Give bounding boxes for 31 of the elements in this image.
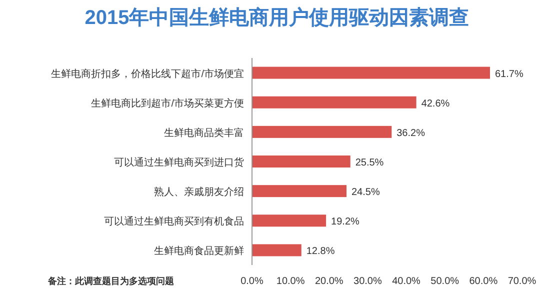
y-tick-label: 生鲜电商比到超市/市场买菜更方便 — [91, 97, 244, 110]
text: 备注：此调查题目为多选项问题 — [47, 276, 174, 286]
y-tick-label: 可以通过生鲜电商买到有机食品 — [104, 216, 244, 228]
bar — [252, 126, 392, 138]
x-tick-label: 20.0% — [314, 276, 344, 287]
data-label: 36.2% — [396, 128, 426, 139]
y-tick-label: 生鲜电商食品更新鲜 — [154, 245, 244, 258]
bar — [252, 244, 302, 256]
bar — [252, 66, 490, 79]
chart-title: 2015年中国生鲜电商用户使用驱动因素调查 — [84, 6, 470, 29]
bar — [252, 185, 346, 198]
data-label: 19.2% — [331, 216, 360, 228]
y-tick-label: 可以通过生鲜电商买到进口货 — [114, 156, 244, 168]
bar — [252, 156, 350, 168]
bar — [252, 214, 326, 227]
data-label: 24.5% — [352, 187, 380, 198]
x-tick-label: 30.0% — [354, 276, 382, 287]
x-tick-label: 40.0% — [392, 276, 421, 287]
x-tick-label: 70.0% — [508, 276, 536, 287]
y-tick-label: 熟人、亲戚朋友介绍 — [154, 186, 244, 198]
y-tick-label: 生鲜电商品类丰富 — [164, 126, 244, 139]
data-label: 42.6% — [421, 98, 450, 110]
x-tick-label: 10.0% — [276, 276, 305, 287]
bar — [252, 96, 416, 108]
data-label: 61.7% — [494, 68, 524, 80]
x-tick-label: 60.0% — [469, 276, 498, 287]
x-tick-label: 50.0% — [430, 276, 460, 287]
data-label: 25.5% — [355, 158, 384, 168]
y-tick-label: 生鲜电商折扣多，价格比线下超市/市场便宜 — [51, 68, 244, 80]
data-label: 12.8% — [306, 246, 335, 258]
x-tick-label: 0.0% — [240, 276, 264, 287]
